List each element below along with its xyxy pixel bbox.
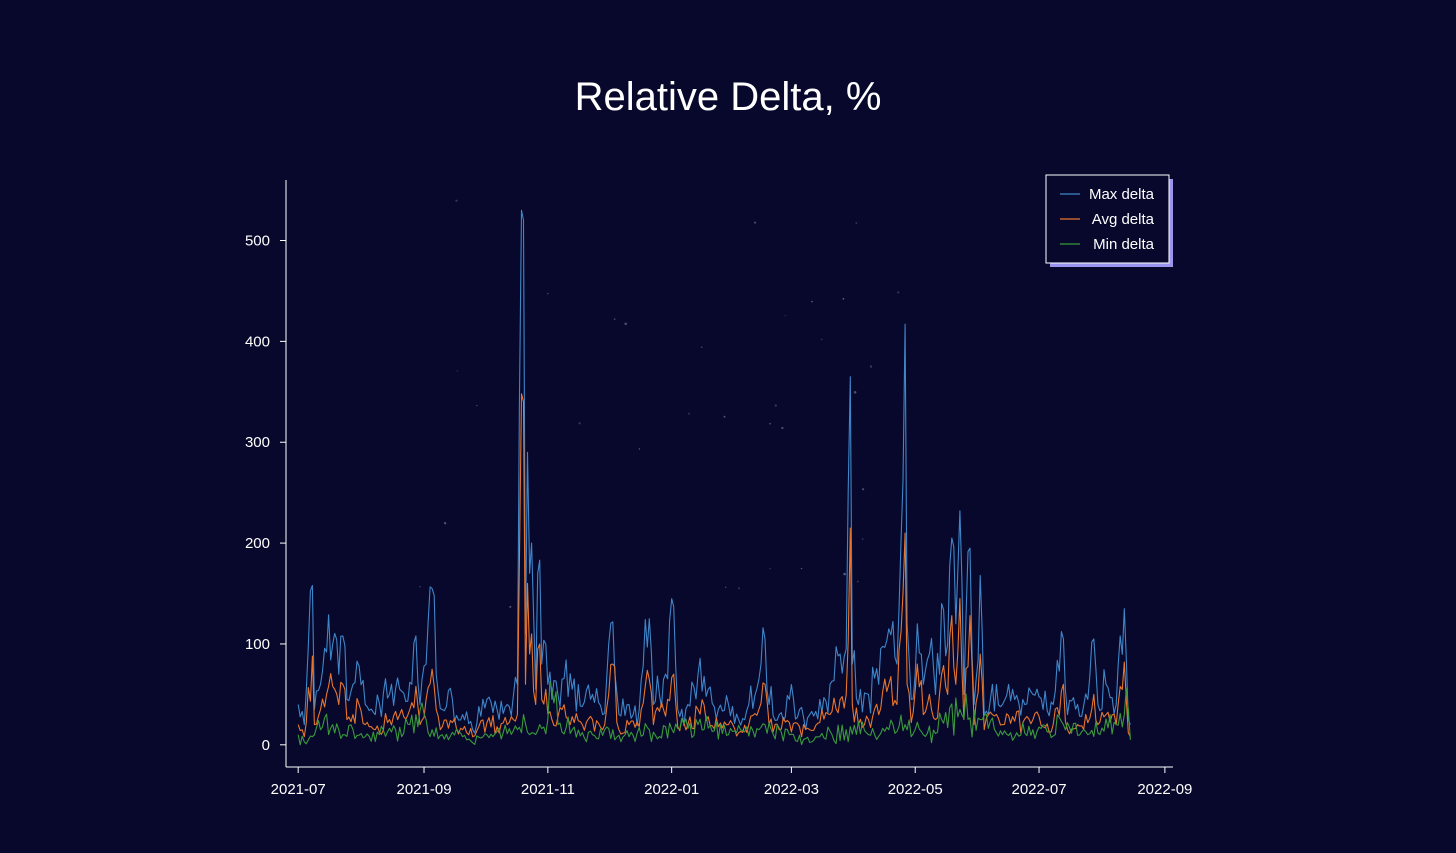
- background-star: [842, 297, 845, 300]
- background-star: [853, 391, 857, 394]
- background-star: [869, 365, 873, 368]
- background-star: [811, 300, 813, 303]
- y-tick-label: 200: [245, 535, 270, 552]
- background-star: [455, 199, 458, 202]
- x-tick-label: 2022-01: [644, 781, 699, 798]
- background-star: [753, 221, 757, 224]
- background-star: [737, 587, 740, 590]
- background-star: [456, 370, 459, 372]
- background-star: [843, 572, 846, 576]
- chart-title: Relative Delta, %: [575, 75, 882, 119]
- y-tick-label: 100: [245, 636, 270, 653]
- x-tick-label: 2021-11: [521, 781, 575, 798]
- background-star: [769, 422, 771, 425]
- background-star: [769, 568, 771, 570]
- legend-label-min-delta: Min delta: [1093, 236, 1155, 253]
- y-tick-label: 0: [262, 737, 270, 754]
- background-star: [781, 426, 784, 430]
- y-tick-label: 500: [245, 233, 270, 250]
- background-star: [856, 580, 859, 583]
- background-star: [821, 338, 823, 341]
- background-star: [861, 488, 865, 491]
- background-star: [897, 291, 900, 294]
- legend-items: Max delta Avg delta Min delta: [1060, 186, 1155, 253]
- y-tick-label: 300: [245, 434, 270, 451]
- background-star: [443, 522, 447, 525]
- background-star: [700, 346, 703, 349]
- background-star: [723, 415, 726, 418]
- background-star: [509, 605, 512, 608]
- series-line-avg-delta: [297, 393, 1131, 738]
- background-star: [774, 404, 777, 407]
- background-star: [638, 448, 641, 450]
- background-star: [547, 292, 549, 295]
- chart-legend: Max delta Avg delta Min delta: [1045, 174, 1173, 267]
- series-layer: [297, 209, 1131, 746]
- background-star: [784, 315, 786, 317]
- series-line-min-delta: [297, 680, 1131, 746]
- legend-label-max-delta: Max delta: [1089, 186, 1155, 203]
- background-star: [800, 567, 803, 570]
- y-axis-ticks: 0 100 200 300 400 500: [245, 233, 286, 754]
- background-star: [578, 422, 581, 425]
- x-tick-label: 2022-03: [764, 781, 819, 798]
- background-star: [613, 318, 616, 320]
- background-star: [624, 322, 628, 326]
- background-star: [688, 412, 691, 415]
- background-star: [862, 538, 864, 540]
- x-tick-label: 2021-09: [396, 781, 451, 798]
- y-tick-label: 400: [245, 333, 270, 350]
- x-tick-label: 2021-07: [271, 781, 326, 798]
- background-star: [419, 585, 421, 588]
- x-tick-label: 2022-09: [1137, 781, 1192, 798]
- background-star: [476, 404, 478, 407]
- background-star: [855, 222, 858, 224]
- x-tick-label: 2022-07: [1012, 781, 1067, 798]
- series-line-max-delta: [297, 209, 1131, 734]
- background-star: [725, 586, 727, 588]
- background-stars: [419, 199, 900, 608]
- legend-label-avg-delta: Avg delta: [1092, 211, 1155, 228]
- x-tick-label: 2022-05: [888, 781, 943, 798]
- x-axis-ticks: 2021-07 2021-09 2021-11 2022-01 2022-03 2022-…: [271, 767, 1192, 798]
